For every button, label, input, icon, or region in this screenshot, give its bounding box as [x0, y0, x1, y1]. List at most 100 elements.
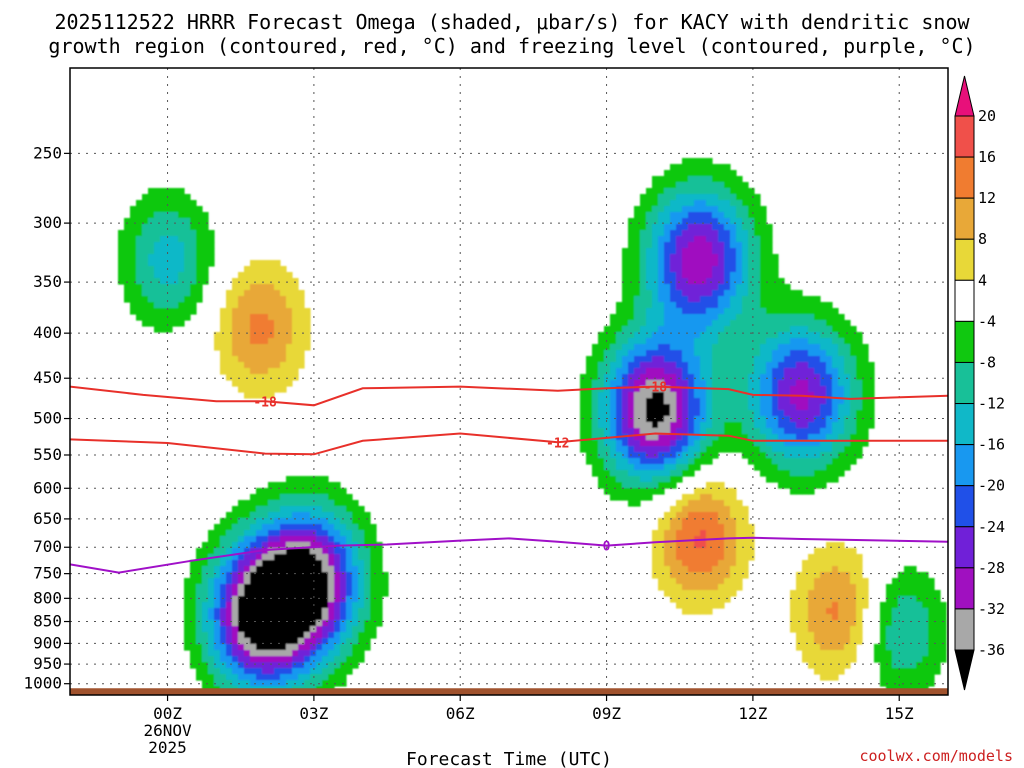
omega-cell	[730, 182, 737, 189]
omega-cell	[766, 404, 773, 411]
omega-cell	[814, 626, 821, 633]
omega-cell	[736, 302, 743, 309]
omega-cell	[292, 476, 299, 483]
omega-cell	[586, 362, 593, 369]
omega-cell	[748, 542, 755, 549]
omega-cell	[298, 626, 305, 633]
omega-cell	[670, 464, 677, 471]
omega-cell	[322, 530, 329, 537]
omega-cell	[640, 308, 647, 315]
omega-cell	[178, 278, 185, 285]
omega-cell	[634, 308, 641, 315]
omega-cell	[652, 242, 659, 249]
omega-cell	[352, 500, 359, 507]
omega-cell	[268, 584, 275, 591]
omega-cell	[202, 266, 209, 273]
omega-cell	[352, 536, 359, 543]
omega-cell	[904, 608, 911, 615]
omega-cell	[754, 254, 761, 261]
omega-cell	[808, 326, 815, 333]
omega-cell	[208, 680, 215, 687]
omega-cell	[634, 218, 641, 225]
omega-cell	[610, 380, 617, 387]
y-tick-label: 250	[33, 143, 62, 162]
omega-cell	[940, 632, 947, 639]
omega-cell	[826, 416, 833, 423]
omega-cell	[922, 668, 929, 675]
omega-cell	[304, 650, 311, 657]
omega-cell	[598, 410, 605, 417]
omega-cell	[856, 584, 863, 591]
omega-cell	[352, 572, 359, 579]
omega-cell	[310, 566, 317, 573]
omega-cell	[736, 416, 743, 423]
omega-cell	[754, 386, 761, 393]
omega-cell	[706, 266, 713, 273]
omega-cell	[790, 590, 797, 597]
omega-cell	[628, 236, 635, 243]
omega-cell	[718, 596, 725, 603]
omega-cell	[244, 632, 251, 639]
omega-cell	[256, 536, 263, 543]
omega-cell	[646, 452, 653, 459]
omega-cell	[742, 380, 749, 387]
omega-cell	[640, 416, 647, 423]
omega-cell	[610, 332, 617, 339]
omega-cell	[196, 656, 203, 663]
omega-cell	[256, 608, 263, 615]
omega-cell	[700, 224, 707, 231]
omega-cell	[202, 590, 209, 597]
omega-cell	[736, 446, 743, 453]
omega-cell	[664, 416, 671, 423]
omega-cell	[178, 242, 185, 249]
omega-cell	[250, 320, 257, 327]
omega-cell	[682, 560, 689, 567]
omega-cell	[868, 398, 875, 405]
omega-cell	[148, 308, 155, 315]
omega-cell	[676, 350, 683, 357]
omega-cell	[616, 458, 623, 465]
omega-cell	[664, 428, 671, 435]
omega-cell	[244, 332, 251, 339]
omega-cell	[262, 572, 269, 579]
omega-cell	[676, 266, 683, 273]
omega-cell	[850, 422, 857, 429]
omega-cell	[850, 656, 857, 663]
omega-cell	[178, 290, 185, 297]
omega-cell	[862, 344, 869, 351]
omega-cell	[652, 332, 659, 339]
omega-cell	[622, 320, 629, 327]
omega-cell	[202, 572, 209, 579]
omega-cell	[622, 458, 629, 465]
omega-cell	[718, 296, 725, 303]
omega-cell	[286, 668, 293, 675]
omega-cell	[928, 644, 935, 651]
omega-cell	[286, 368, 293, 375]
omega-cell	[910, 584, 917, 591]
omega-cell	[718, 572, 725, 579]
omega-cell	[130, 302, 137, 309]
omega-cell	[838, 320, 845, 327]
omega-cell	[832, 608, 839, 615]
omega-cell	[604, 356, 611, 363]
omega-cell	[856, 356, 863, 363]
omega-cell	[196, 626, 203, 633]
omega-cell	[664, 188, 671, 195]
omega-cell	[790, 386, 797, 393]
omega-cell	[682, 518, 689, 525]
omega-cell	[676, 356, 683, 363]
omega-cell	[268, 566, 275, 573]
omega-cell	[694, 164, 701, 171]
omega-cell	[838, 470, 845, 477]
omega-cell	[208, 590, 215, 597]
omega-cell	[838, 638, 845, 645]
omega-cell	[802, 314, 809, 321]
omega-cell	[736, 542, 743, 549]
credit-link[interactable]: coolwx.com/models	[859, 747, 1013, 765]
omega-cell	[298, 596, 305, 603]
omega-cell	[658, 578, 665, 585]
y-tick-label: 950	[33, 654, 62, 673]
omega-cell	[292, 578, 299, 585]
omega-cell	[262, 620, 269, 627]
omega-cell	[652, 308, 659, 315]
